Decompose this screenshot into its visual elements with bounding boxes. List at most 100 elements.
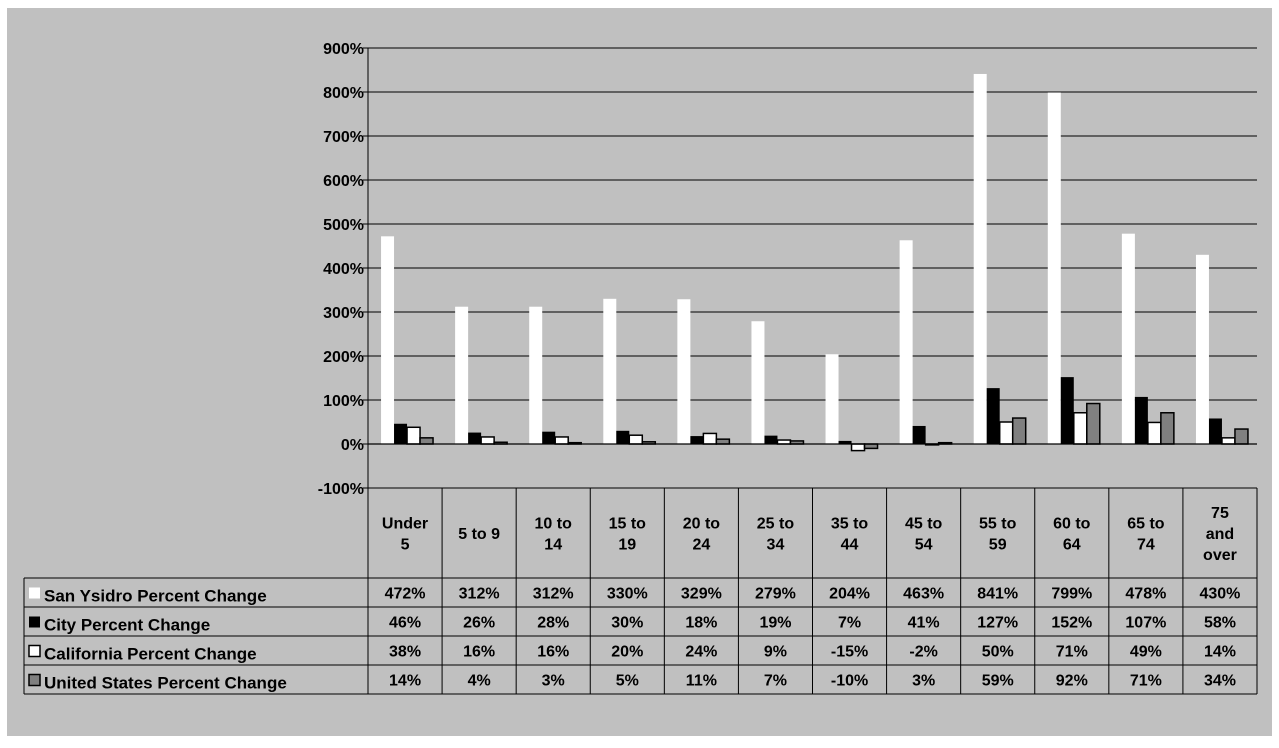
bar <box>838 440 852 444</box>
data-cell: 16% <box>463 644 495 661</box>
bar <box>715 438 731 445</box>
legend-key <box>29 587 40 599</box>
bar <box>603 298 617 444</box>
bar <box>529 306 543 444</box>
category-label: 59 <box>989 537 1007 554</box>
bar <box>480 436 495 445</box>
category-label: 25 to <box>757 516 795 533</box>
category-label: 5 <box>401 537 410 554</box>
bar <box>1234 428 1249 445</box>
chart-area: 900% 800% 700% 600% 500% 400% 300% 200% 100% 0% -1… <box>7 8 1272 736</box>
y-tick-label: 500% <box>323 217 364 234</box>
bar <box>1134 396 1148 444</box>
category-label: Under <box>382 516 428 533</box>
bar <box>751 321 765 444</box>
series-name: California Percent Change <box>44 645 257 664</box>
data-cell: 92% <box>1056 673 1088 690</box>
bar <box>1011 417 1027 445</box>
category-label: 15 to <box>609 516 647 533</box>
data-cell: 7% <box>764 673 787 690</box>
bar <box>1160 412 1175 445</box>
category-label: 10 to <box>535 516 573 533</box>
category-label: 45 to <box>905 516 943 533</box>
legend-key <box>29 616 40 628</box>
data-cell: 3% <box>912 673 935 690</box>
y-tick-label: 700% <box>323 129 364 146</box>
legend-key <box>28 673 41 687</box>
bar <box>899 240 913 444</box>
bar <box>1121 233 1135 444</box>
y-tick-label: 300% <box>323 305 364 322</box>
y-tick-label: 200% <box>323 349 364 366</box>
category-label: 60 to <box>1053 516 1091 533</box>
data-cell: 9% <box>764 644 787 661</box>
data-cell: 463% <box>903 586 944 603</box>
data-cell: 329% <box>681 586 722 603</box>
bar <box>1047 92 1061 444</box>
category-label: 65 to <box>1127 516 1165 533</box>
category-label: 20 to <box>683 516 721 533</box>
data-cell: 3% <box>542 673 565 690</box>
bar <box>1195 254 1209 444</box>
data-cell: 38% <box>389 644 421 661</box>
bar <box>702 432 718 445</box>
data-cell: 312% <box>533 586 574 603</box>
data-cell: 127% <box>977 615 1018 632</box>
bar <box>850 443 866 452</box>
bar <box>973 73 987 445</box>
data-cell: 16% <box>537 644 569 661</box>
y-tick-label: -100% <box>318 481 364 498</box>
data-cell: 330% <box>607 586 648 603</box>
series-name: City Percent Change <box>44 616 210 635</box>
y-tick-label: 0% <box>341 437 364 454</box>
data-cell: 279% <box>755 586 796 603</box>
data-cell: 14% <box>1204 644 1236 661</box>
category-label: 75 <box>1211 505 1229 522</box>
category-label: 64 <box>1063 537 1081 554</box>
chart: 900% 800% 700% 600% 500% 400% 300% 200% 100% 0% -1… <box>23 41 1258 695</box>
bar <box>1147 421 1162 445</box>
data-cell: 430% <box>1199 586 1240 603</box>
data-cell: 30% <box>611 615 643 632</box>
bar <box>764 435 778 444</box>
bar <box>1060 377 1074 444</box>
bar <box>542 431 556 444</box>
bar <box>554 436 569 445</box>
data-cell: 49% <box>1130 644 1162 661</box>
bar <box>381 236 395 444</box>
bar <box>406 426 421 445</box>
bar <box>986 388 1000 444</box>
bar <box>825 354 839 444</box>
data-cell: 841% <box>977 586 1018 603</box>
data-cell: 71% <box>1056 644 1088 661</box>
data-cell: -2% <box>909 644 937 661</box>
data-cell: 18% <box>685 615 717 632</box>
data-cell: 107% <box>1125 615 1166 632</box>
data-cell: 152% <box>1051 615 1092 632</box>
y-tick-label: 800% <box>323 85 364 102</box>
bar <box>677 299 691 444</box>
data-cell: 312% <box>459 586 500 603</box>
category-label: 35 to <box>831 516 869 533</box>
legend-key <box>28 644 41 658</box>
data-cell: 58% <box>1204 615 1236 632</box>
bar <box>468 432 482 444</box>
category-label: 19 <box>618 537 636 554</box>
data-cell: 14% <box>389 673 421 690</box>
data-cell: 11% <box>686 673 717 690</box>
data-cell: 204% <box>829 586 870 603</box>
data-cell: 46% <box>389 615 421 632</box>
bar <box>690 436 704 444</box>
data-cell: 4% <box>468 673 491 690</box>
data-cell: 472% <box>385 586 426 603</box>
data-cell: 5% <box>616 673 639 690</box>
y-tick-label: 400% <box>323 261 364 278</box>
bar <box>863 443 879 450</box>
data-cell: 28% <box>537 615 569 632</box>
category-label: 14 <box>544 537 562 554</box>
data-cell: 26% <box>463 615 495 632</box>
data-cell: 24% <box>685 644 717 661</box>
category-label: 5 to 9 <box>458 526 500 543</box>
bar <box>1208 418 1222 444</box>
category-label: 74 <box>1137 537 1155 554</box>
